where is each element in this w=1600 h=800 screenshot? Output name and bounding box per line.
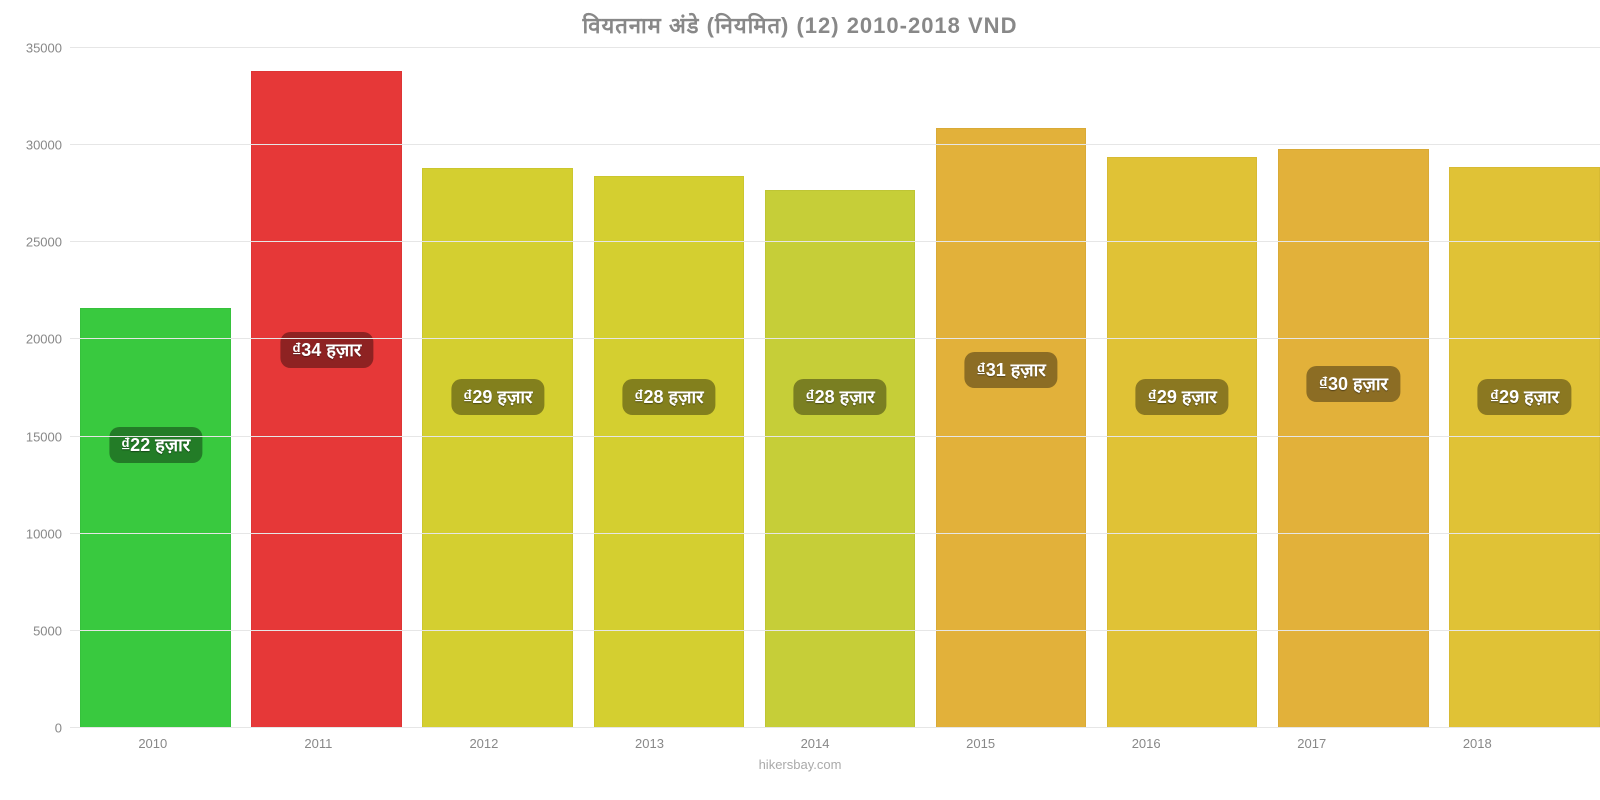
x-axis-label: 2016	[1063, 728, 1229, 751]
bar-value-label: ₫30 हज़ार	[1307, 366, 1400, 402]
bar	[1278, 149, 1429, 728]
chart-title: वियतनाम अंडे (नियमित) (12) 2010-2018 VND	[30, 10, 1570, 40]
bar	[936, 128, 1087, 728]
bar-value-label: ₫29 हज़ार	[1136, 379, 1229, 415]
bar	[1107, 157, 1258, 728]
bar-slot: ₫30 हज़ार	[1268, 48, 1439, 728]
y-axis-label: 5000	[33, 623, 70, 638]
bar	[1449, 167, 1600, 728]
bar-value-label: ₫29 हज़ार	[1478, 379, 1571, 415]
bar	[80, 308, 231, 728]
y-axis-label: 10000	[26, 526, 70, 541]
x-axis-label: 2010	[70, 728, 236, 751]
chart-container: वियतनाम अंडे (नियमित) (12) 2010-2018 VND…	[0, 0, 1600, 800]
y-axis-label: 15000	[26, 429, 70, 444]
bar-slot: ₫29 हज़ार	[1439, 48, 1600, 728]
gridline	[70, 533, 1600, 534]
bar-value-label: ₫28 हज़ार	[622, 379, 715, 415]
bar-value-label: ₫29 हज़ार	[451, 379, 544, 415]
bar-slot: ₫28 हज़ार	[754, 48, 925, 728]
bar-value-label: ₫28 हज़ार	[793, 379, 886, 415]
gridline	[70, 436, 1600, 437]
y-axis-label: 20000	[26, 332, 70, 347]
bar-slot: ₫29 हज़ार	[412, 48, 583, 728]
bar-slot: ₫29 हज़ार	[1097, 48, 1268, 728]
y-axis-label: 25000	[26, 235, 70, 250]
bar-slot: ₫28 हज़ार	[583, 48, 754, 728]
gridline	[70, 338, 1600, 339]
bar	[594, 176, 745, 728]
bar-value-label: ₫22 हज़ार	[109, 427, 202, 463]
bar	[422, 168, 573, 728]
bar	[765, 190, 916, 728]
x-axis: 201020112012201320142015201620172018	[70, 728, 1560, 751]
x-axis-label: 2012	[401, 728, 567, 751]
bar-slot: ₫22 हज़ार	[70, 48, 241, 728]
gridline	[70, 47, 1600, 48]
x-axis-label: 2013	[567, 728, 733, 751]
x-axis-label: 2017	[1229, 728, 1395, 751]
x-axis-label: 2015	[898, 728, 1064, 751]
x-axis-label: 2011	[236, 728, 402, 751]
y-axis-label: 30000	[26, 138, 70, 153]
bars-row: ₫22 हज़ार ₫34 हज़ार ₫29 हज़ार ₫28 हज़ार ₫28 …	[70, 48, 1600, 728]
bar-slot: ₫34 हज़ार	[241, 48, 412, 728]
bar-slot: ₫31 हज़ार	[926, 48, 1097, 728]
bar-value-label: ₫34 हज़ार	[280, 332, 373, 368]
gridline	[70, 241, 1600, 242]
plot-area: ₫22 हज़ार ₫34 हज़ार ₫29 हज़ार ₫28 हज़ार ₫28 …	[70, 48, 1600, 728]
attribution-text: hikersbay.com	[30, 757, 1570, 772]
y-axis-label: 35000	[26, 41, 70, 56]
x-axis-label: 2014	[732, 728, 898, 751]
y-axis-label: 0	[55, 721, 70, 736]
bar-value-label: ₫31 हज़ार	[964, 352, 1057, 388]
x-axis-label: 2018	[1395, 728, 1561, 751]
gridline	[70, 144, 1600, 145]
gridline	[70, 630, 1600, 631]
